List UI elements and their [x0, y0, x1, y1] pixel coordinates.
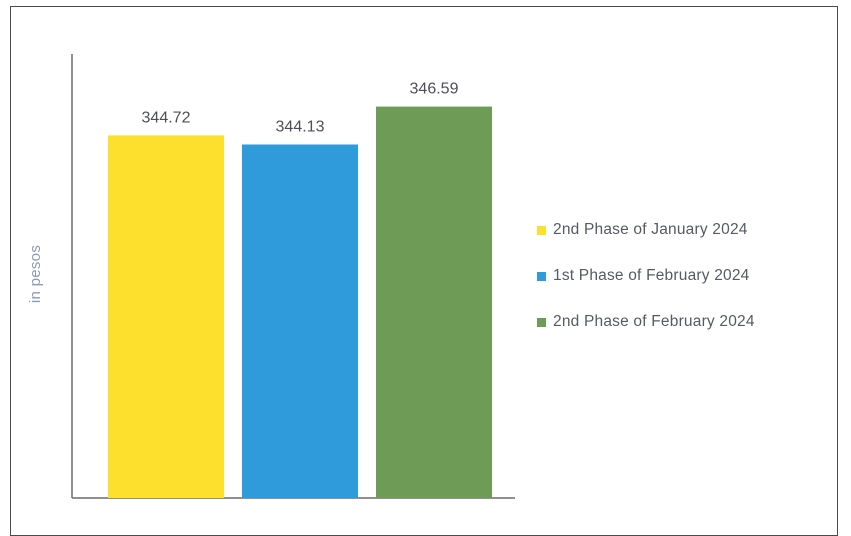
data-label: 344.72	[142, 109, 191, 126]
legend-swatch	[537, 317, 546, 327]
bar-jan-2nd-phase	[108, 135, 224, 498]
legend-swatch	[537, 271, 546, 281]
data-labels-group: 344.72 344.13 346.59	[142, 81, 459, 136]
bar-feb-1st-phase	[242, 144, 358, 498]
legend-label: 1st Phase of February 2024	[553, 267, 750, 284]
legend-item-jan-2nd: 2nd Phase of January 2024	[537, 218, 837, 242]
y-axis-label: in pesos	[27, 244, 44, 304]
data-label: 344.13	[276, 118, 325, 135]
legend-label: 2nd Phase of January 2024	[553, 221, 748, 238]
bar-feb-2nd-phase	[376, 106, 492, 498]
data-label: 346.59	[410, 81, 459, 98]
legend-item-feb-1st: 1st Phase of February 2024	[537, 264, 837, 288]
legend-label: 2nd Phase of February 2024	[553, 313, 755, 330]
bars-group	[108, 106, 492, 498]
legend-swatch	[537, 225, 546, 235]
bar-chart: 344.72 344.13 346.59	[71, 54, 515, 499]
legend: 2nd Phase of January 2024 1st Phase of F…	[537, 218, 837, 356]
legend-item-feb-2nd: 2nd Phase of February 2024	[537, 310, 837, 334]
